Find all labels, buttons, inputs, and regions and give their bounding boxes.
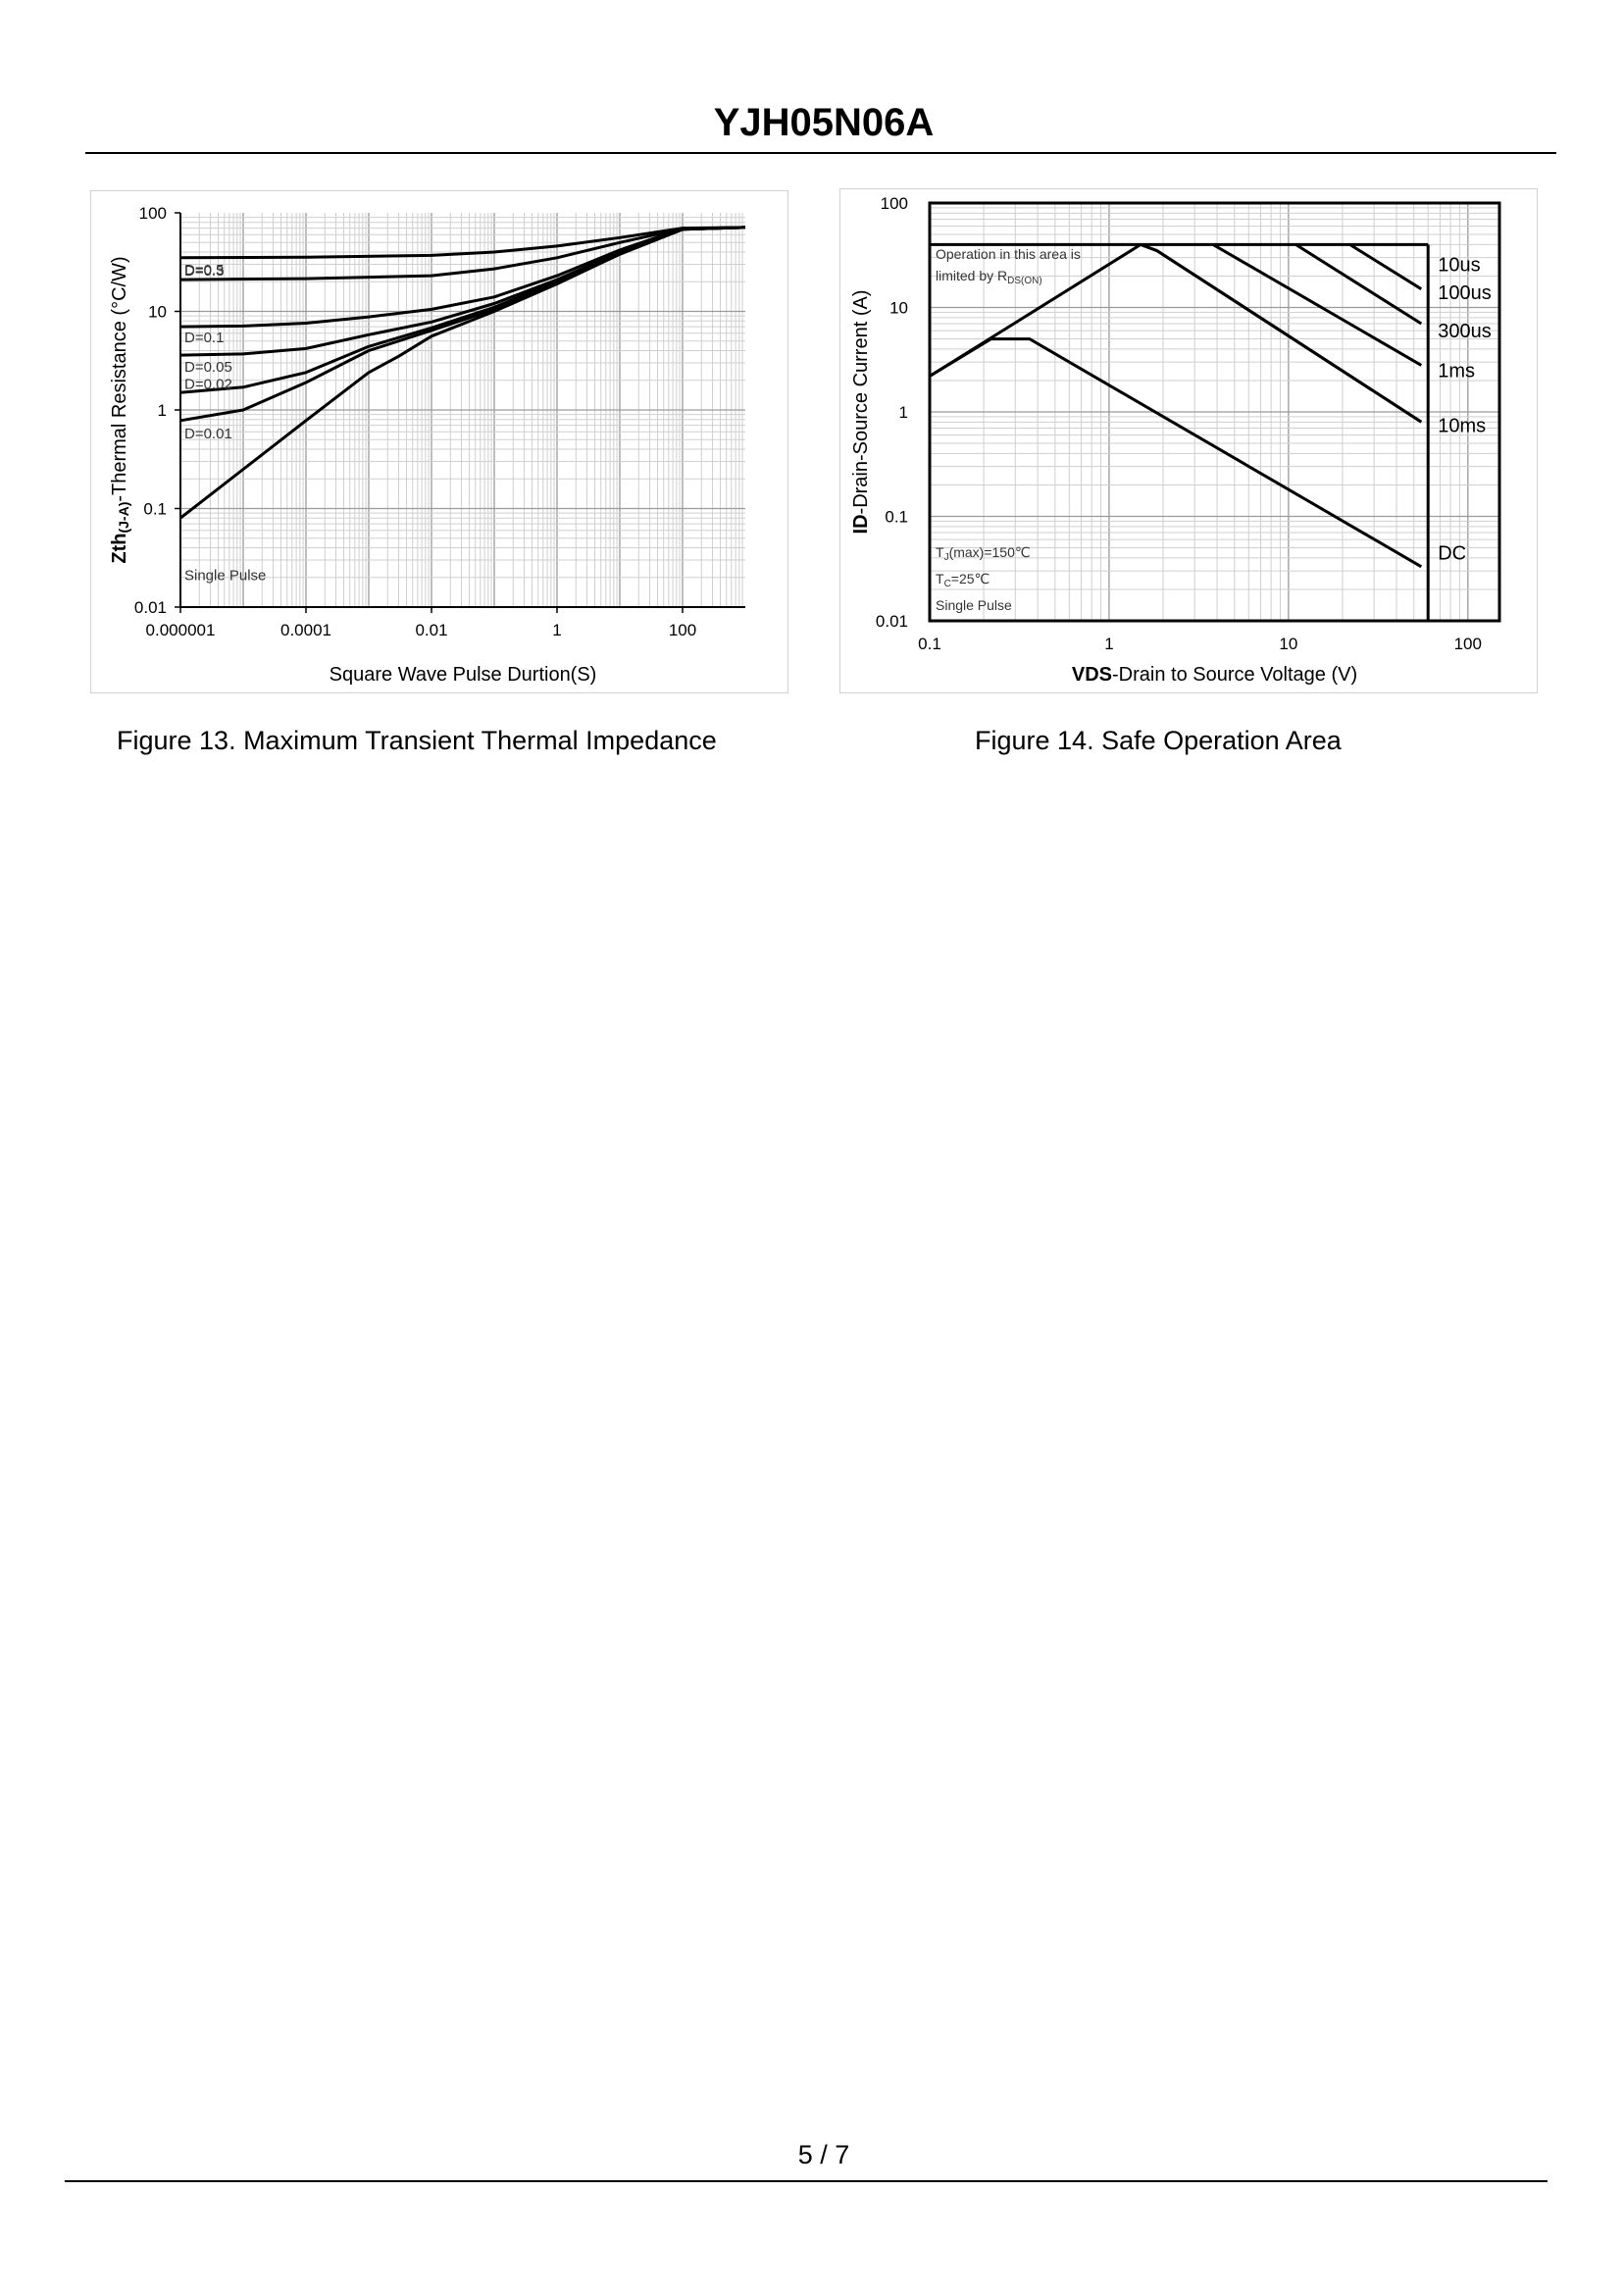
series-label: DC	[1438, 542, 1466, 564]
y-tick-label: 0.1	[143, 500, 167, 519]
safe-operating-area-chart: 100 10 1 0.1 0.01 0.1 1 10 100 10us 100us 300us 1ms 1…	[850, 194, 1501, 686]
series-label: D=0.5	[184, 262, 224, 279]
series-label: Single Pulse	[184, 568, 266, 585]
y-tick-label: 1	[899, 403, 908, 422]
x-tick-label: 1	[1104, 635, 1113, 653]
y-tick-label: 10	[889, 299, 908, 318]
x-tick-label: 0.0001	[280, 621, 331, 639]
series-line	[1294, 243, 1423, 326]
series-label: D=0.3	[184, 263, 224, 280]
series-line	[1348, 243, 1423, 290]
page-title: YJH05N06A	[713, 101, 935, 144]
plot-border	[928, 201, 1501, 623]
y-tick-label: 10	[148, 303, 167, 322]
y-axis-label: ID-Drain-Source Current (A)	[850, 290, 872, 535]
tj-condition: TJ(max)=150℃	[936, 544, 1031, 563]
y-tick-label: 0.01	[876, 612, 908, 631]
y-tick-label: 1	[158, 401, 167, 420]
series-label: 300us	[1438, 321, 1492, 342]
x-tick-label: 100	[1454, 635, 1482, 653]
y-tick-label: 0.01	[134, 598, 167, 617]
tc-condition: TC=25℃	[936, 571, 990, 589]
series-label: 10ms	[1438, 415, 1486, 436]
series-label: 1ms	[1438, 361, 1475, 382]
series-label: 10us	[1438, 254, 1480, 276]
series-label: D=0.1	[184, 330, 224, 346]
x-tick-label: 0.01	[415, 621, 447, 639]
footer-rule	[65, 2180, 1548, 2182]
series-label: D=0.05	[184, 359, 232, 376]
x-tick-label: 10	[1279, 635, 1297, 653]
series-line	[179, 226, 746, 357]
series-label: 100us	[1438, 282, 1492, 304]
series-label: D=0.02	[184, 376, 232, 392]
rds-limit-note: Operation in this area is	[936, 246, 1081, 262]
x-tick-label: 100	[669, 621, 696, 639]
y-tick-label: 100	[139, 204, 167, 223]
single-pulse-note: Single Pulse	[936, 597, 1012, 613]
series-line	[179, 226, 746, 520]
x-tick-label: 1	[552, 621, 561, 639]
page-number: 5 / 7	[797, 2140, 850, 2169]
series-line	[929, 242, 1423, 424]
y-axis-label: Zth(J-A)-Thermal Resistance (°C/W)	[109, 256, 131, 563]
x-axis-label: Square Wave Pulse Durtion(S)	[330, 664, 597, 686]
y-tick-label: 100	[881, 194, 908, 213]
y-tick-label: 0.1	[885, 508, 908, 527]
rds-limit-note: limited by RDS(ON)	[936, 268, 1042, 286]
figure14-caption: Figure 14. Safe Operation Area	[975, 726, 1342, 755]
thermal-impedance-chart: 100 10 1 0.1 0.01 0.000001 0.0001 0.01 1 100 D=0.5…	[109, 204, 746, 686]
header-rule	[85, 152, 1556, 154]
series-label: D=0.01	[184, 426, 232, 442]
figure13-caption: Figure 13. Maximum Transient Thermal Imp…	[117, 726, 717, 755]
x-axis-label: VDS-Drain to Source Voltage (V)	[1072, 664, 1357, 686]
series-line	[1212, 243, 1423, 367]
x-tick-label: 0.000001	[146, 621, 216, 639]
series-line	[929, 337, 1423, 569]
x-tick-label: 0.1	[918, 635, 941, 653]
